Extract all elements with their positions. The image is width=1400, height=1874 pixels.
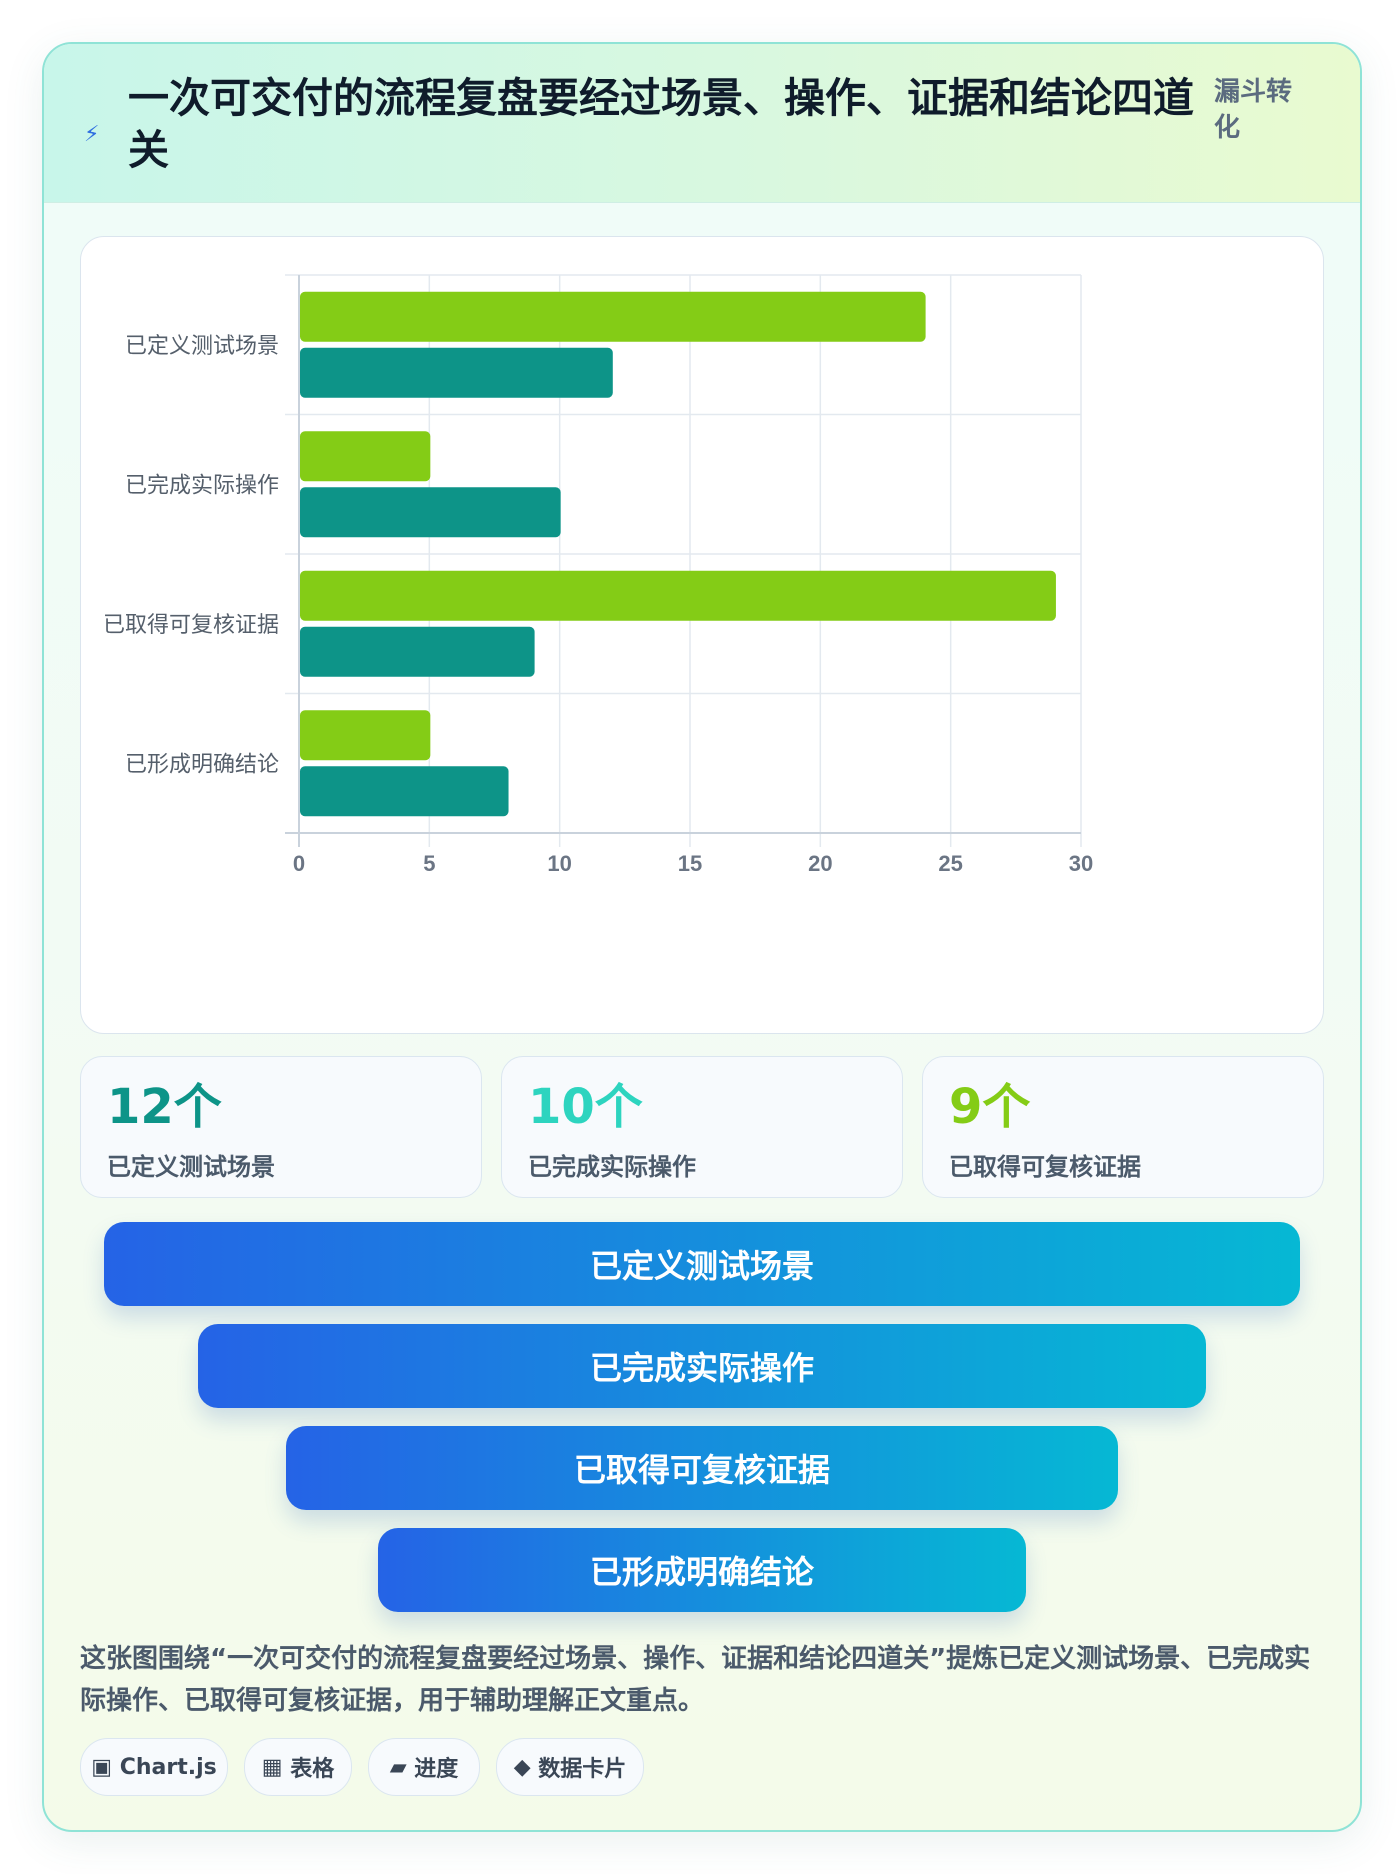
stat-label: 已完成实际操作 (528, 1153, 696, 1181)
stat-value: 10个 (528, 1079, 643, 1135)
stat-value: 9个 (949, 1079, 1031, 1135)
bar-2-2 (300, 487, 561, 538)
chip-progress[interactable]: ▰ 进度 (368, 1738, 480, 1796)
stat-card-2: 10个 已完成实际操作 (501, 1056, 903, 1198)
chip-label: 进度 (414, 1757, 459, 1782)
bar-2-4 (300, 766, 509, 817)
x-tick-label: 20 (808, 851, 832, 876)
funnel-stage-4: 已形成明确结论 (378, 1528, 1026, 1612)
bar-1-4 (300, 710, 431, 761)
funnel-stage-3: 已取得可复核证据 (286, 1426, 1118, 1510)
x-tick-label: 30 (1069, 851, 1093, 876)
infographic-card: ⚡ 一次可交付的流程复盘要经过场景、操作、证据和结论四道关 漏斗转化 已定义测试… (42, 42, 1362, 1832)
stat-card-1: 12个 已定义测试场景 (80, 1056, 482, 1198)
x-tick-label: 5 (423, 851, 435, 876)
bolt-icon: ⚡ (84, 122, 100, 147)
chart-icon: ▣ (91, 1754, 113, 1780)
chip-label: 数据卡片 (538, 1757, 627, 1782)
chip-label: Chart.js (119, 1754, 217, 1780)
chip-label: 表格 (290, 1757, 335, 1782)
bar-chart-panel: 已定义测试场景 已完成实际操作已取得可复核证据已形成明确结论 0 5 10 15 20 25 3… (80, 236, 1324, 1034)
bar-1-3 (300, 570, 1056, 621)
x-tick-label: 10 (547, 851, 571, 876)
chart-type-tag: 漏斗转化 (1214, 77, 1293, 143)
funnel-stage-2: 已完成实际操作 (198, 1324, 1206, 1408)
x-tick-label: 15 (678, 851, 702, 876)
stat-card-3: 9个 已取得可复核证据 (922, 1056, 1324, 1198)
bar-1-1 (300, 291, 926, 342)
caption-text: 这张图围绕“一次可交付的流程复盘要经过场景、操作、证据和结论四道关”提炼已定义测… (80, 1644, 1311, 1716)
category-label: 已定义测试场景 (125, 334, 279, 359)
diamond-icon: ◆ (513, 1754, 531, 1780)
bar-1-2 (300, 431, 431, 482)
category-label: 已形成明确结论 (125, 752, 279, 777)
category-label: 已完成实际操作 (125, 473, 279, 498)
page-title: 一次可交付的流程复盘要经过场景、操作、证据和结论四道关 (128, 74, 1194, 174)
header-bar: ⚡ 一次可交付的流程复盘要经过场景、操作、证据和结论四道关 漏斗转化 (44, 44, 1360, 203)
category-label: 已取得可复核证据 (103, 613, 279, 638)
x-tick-label: 0 (293, 851, 305, 876)
bar-2-1 (300, 347, 613, 398)
progress-icon: ▰ (389, 1754, 407, 1780)
funnel-stage-1: 已定义测试场景 (104, 1222, 1300, 1306)
chip-data-card[interactable]: ◆ 数据卡片 (496, 1738, 644, 1796)
stat-label: 已定义测试场景 (107, 1153, 275, 1181)
table-icon: ▦ (261, 1754, 283, 1780)
stat-label: 已取得可复核证据 (949, 1153, 1141, 1181)
stat-value: 12个 (107, 1079, 222, 1135)
chip-table[interactable]: ▦ 表格 (244, 1738, 352, 1796)
bar-2-3 (300, 626, 535, 677)
x-tick-label: 25 (938, 851, 962, 876)
chip-chartjs[interactable]: ▣ Chart.js (80, 1738, 228, 1796)
